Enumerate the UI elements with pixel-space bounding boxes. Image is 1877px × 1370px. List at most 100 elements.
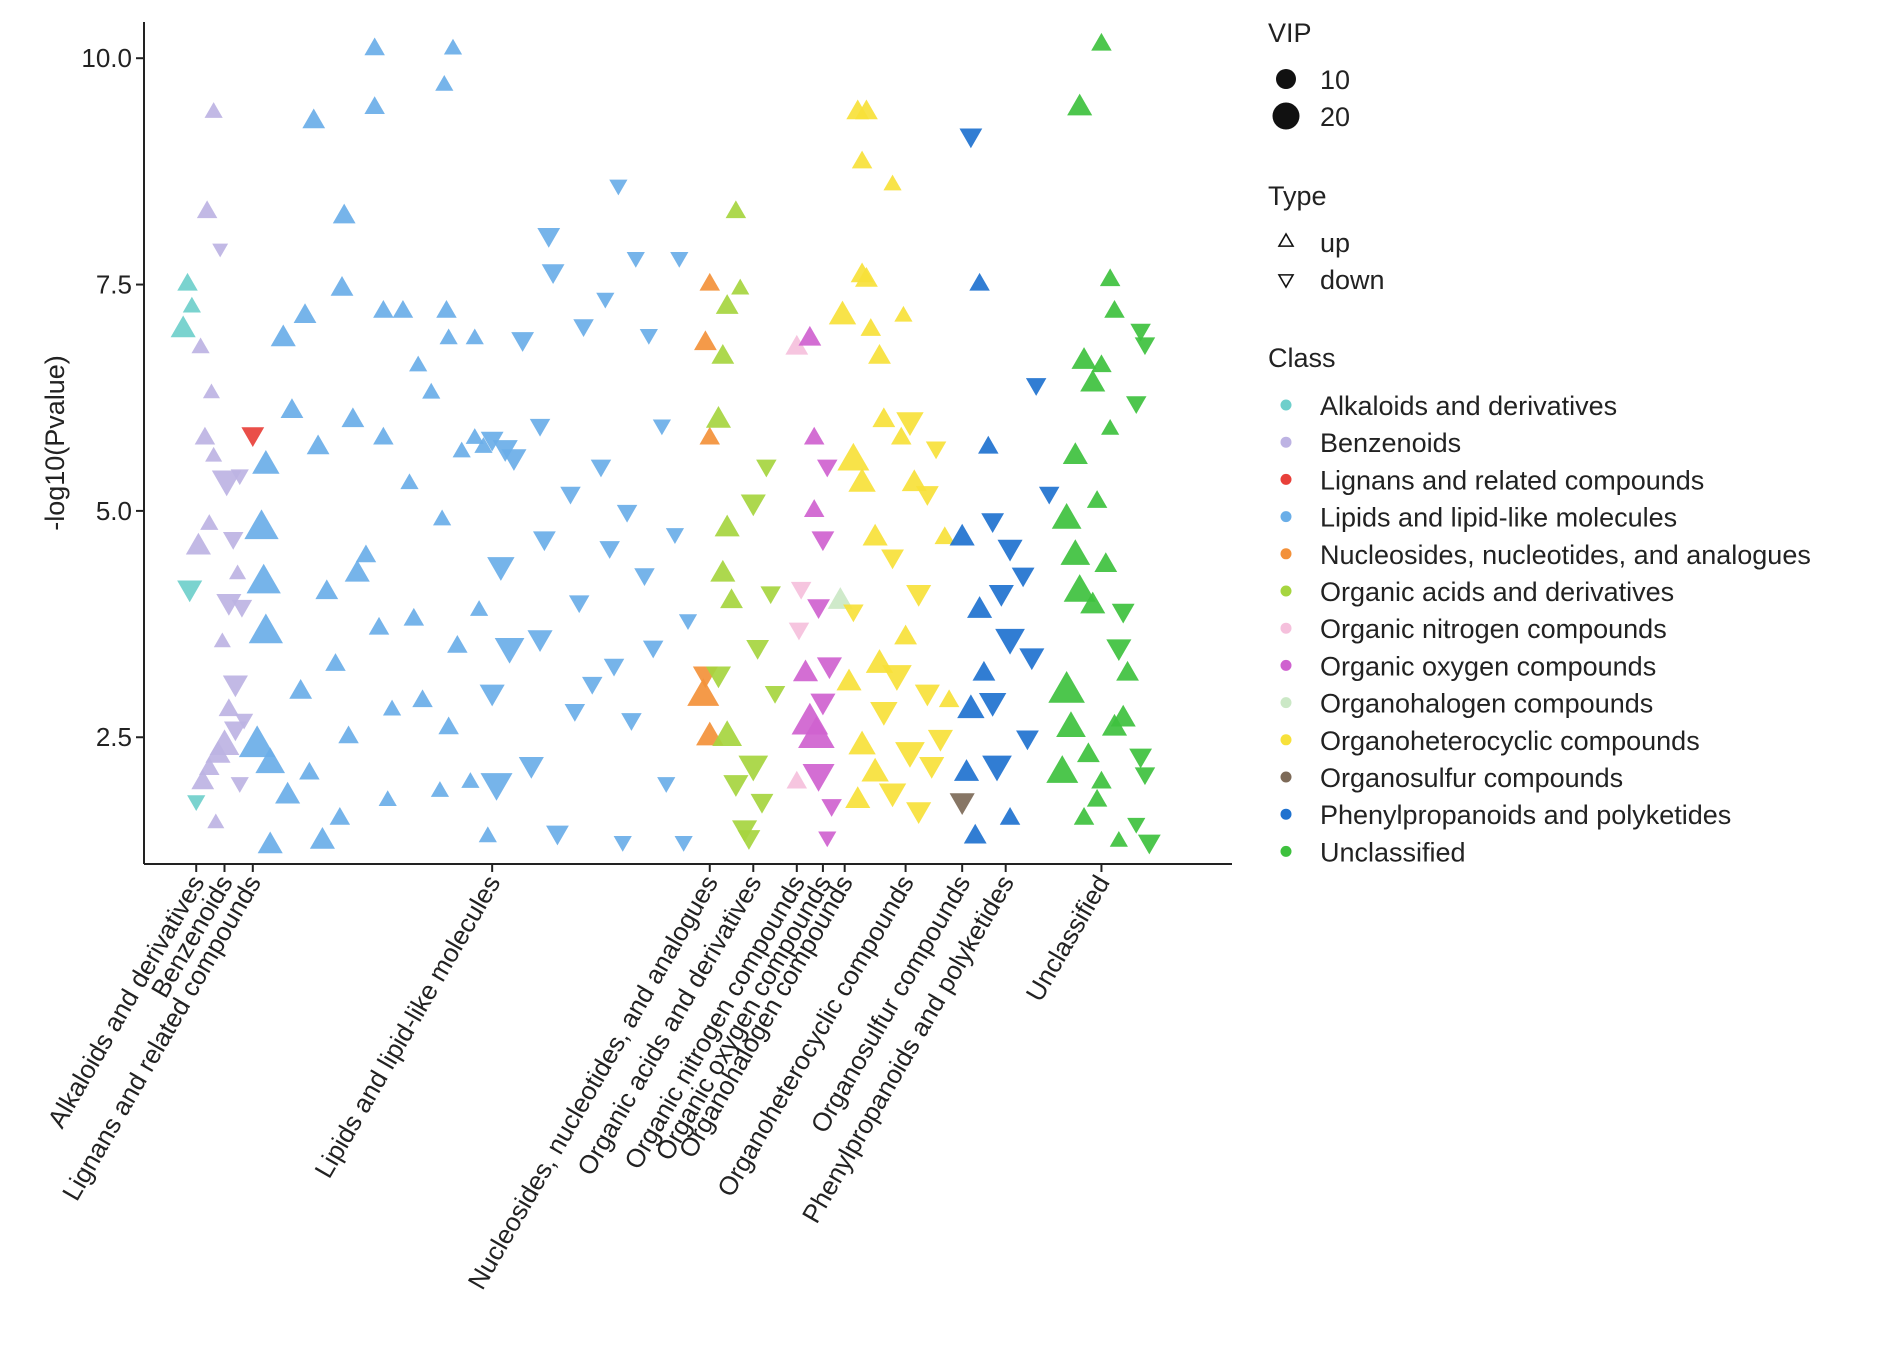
data-point <box>621 713 642 731</box>
data-point <box>967 596 993 618</box>
data-point <box>187 795 206 812</box>
data-point <box>293 303 317 323</box>
data-point <box>1086 490 1108 508</box>
data-point <box>1056 711 1086 737</box>
data-point <box>855 99 878 120</box>
data-point <box>687 678 720 706</box>
data-point <box>883 174 902 191</box>
data-point <box>529 418 551 437</box>
legend-class-swatch <box>1280 436 1292 448</box>
legend-vip-circle <box>1276 69 1296 89</box>
data-point <box>518 757 544 779</box>
data-point <box>786 770 808 789</box>
data-point <box>1134 337 1156 356</box>
data-point <box>373 426 394 445</box>
data-point <box>212 243 229 258</box>
data-point <box>723 775 749 797</box>
data-point <box>821 799 842 817</box>
data-point <box>1011 567 1035 588</box>
data-point <box>981 513 1005 533</box>
data-point <box>280 398 304 419</box>
legend-class-swatch <box>1280 697 1292 709</box>
data-point <box>848 468 876 492</box>
data-point <box>894 624 917 645</box>
data-point <box>678 614 698 630</box>
legend-type-label: down <box>1320 265 1385 295</box>
data-point <box>855 267 878 287</box>
data-point <box>478 826 497 843</box>
data-point <box>1091 770 1112 789</box>
data-point <box>1129 748 1153 769</box>
data-point <box>185 532 211 555</box>
y-tick-label: 2.5 <box>96 722 132 752</box>
data-point <box>1110 704 1136 727</box>
data-point <box>487 557 515 581</box>
data-point <box>1127 817 1146 834</box>
data-point <box>332 203 356 224</box>
data-point <box>845 786 871 809</box>
data-point <box>392 300 414 318</box>
legend-vip-title: VIP <box>1268 18 1312 48</box>
data-point <box>494 637 525 664</box>
data-point <box>1016 730 1039 751</box>
y-tick-label: 7.5 <box>96 270 132 300</box>
data-point <box>435 74 454 91</box>
data-point <box>409 355 428 372</box>
data-point <box>925 441 947 460</box>
data-point <box>792 659 819 682</box>
data-point <box>1111 603 1135 624</box>
legend-class-swatch <box>1280 399 1292 411</box>
legend-class-label: Organohalogen compounds <box>1320 689 1653 719</box>
data-point <box>199 757 220 775</box>
data-point <box>699 272 721 291</box>
data-point <box>378 790 397 806</box>
legend-class-label: Lipids and lipid-like molecules <box>1320 503 1677 533</box>
data-point <box>222 532 244 550</box>
data-point <box>344 559 370 582</box>
axes: 2.55.07.510.0-log10(Pvalue)Alkaloids and… <box>40 22 1232 1294</box>
x-tick-label: Unclassified <box>1020 870 1116 1006</box>
data-point <box>714 514 740 537</box>
legend-class-label: Organosulfur compounds <box>1320 763 1623 793</box>
data-point <box>1104 300 1125 318</box>
data-point <box>330 276 354 296</box>
data-point <box>901 469 927 492</box>
data-point <box>914 684 940 707</box>
data-point <box>1106 639 1132 662</box>
data-point <box>972 660 996 681</box>
data-point <box>807 599 830 619</box>
data-point <box>546 825 569 846</box>
data-point <box>182 296 201 313</box>
data-point <box>750 793 774 814</box>
data-point <box>436 300 457 318</box>
data-point <box>715 294 739 314</box>
data-point <box>872 407 896 428</box>
data-point <box>590 459 612 478</box>
data-point <box>309 827 335 849</box>
data-point <box>790 581 812 600</box>
data-point <box>368 616 390 635</box>
data-point <box>1080 369 1106 392</box>
data-point <box>234 713 254 730</box>
legend-class-label: Benzenoids <box>1320 428 1461 458</box>
y-tick-label: 5.0 <box>96 496 132 526</box>
data-point <box>191 337 210 354</box>
data-point <box>1076 742 1100 763</box>
data-point <box>511 332 535 352</box>
legend-vip-label: 10 <box>1320 65 1350 95</box>
legend-type-label: up <box>1320 228 1350 258</box>
legend-class-label: Organic oxygen compounds <box>1320 651 1656 681</box>
data-point <box>315 579 339 600</box>
data-point <box>373 300 394 318</box>
data-point <box>306 434 330 455</box>
data-point <box>338 725 359 744</box>
data-point <box>170 315 196 338</box>
data-point <box>202 383 220 399</box>
data-point <box>802 764 835 792</box>
legend-class-label: Lignans and related compounds <box>1320 465 1704 495</box>
data-point <box>241 427 265 447</box>
data-point <box>1099 268 1121 287</box>
data-point <box>191 769 215 790</box>
data-point <box>1073 807 1095 825</box>
